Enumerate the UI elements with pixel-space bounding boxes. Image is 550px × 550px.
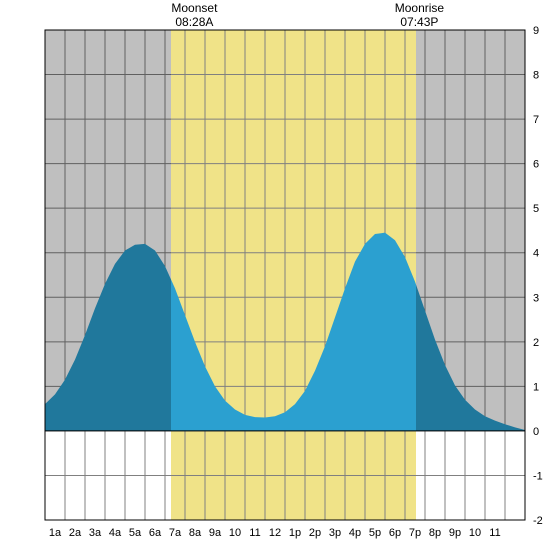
x-tick-label: 9p: [449, 527, 461, 539]
tide-chart: -2-101234567891a2a3a4a5a6a7a8a9a1011121p…: [0, 0, 550, 550]
x-tick-label: 3a: [89, 527, 102, 539]
night-shade: [45, 30, 171, 431]
y-tick-label: -1: [533, 470, 543, 482]
y-tick-label: 0: [533, 426, 539, 438]
y-tick-label: 7: [533, 114, 539, 126]
x-tick-label: 11: [249, 527, 260, 539]
y-tick-label: 8: [533, 70, 539, 82]
x-tick-label: 3p: [329, 527, 341, 539]
x-tick-label: 5a: [129, 527, 142, 539]
x-tick-label: 1a: [49, 527, 62, 539]
x-tick-label: 8p: [429, 527, 441, 539]
x-tick-label: 8a: [189, 527, 202, 539]
x-tick-label: 7a: [169, 527, 182, 539]
x-tick-label: 11: [489, 527, 500, 539]
x-tick-label: 6p: [389, 527, 401, 539]
night-shade: [416, 30, 525, 431]
x-tick-label: 5p: [369, 527, 381, 539]
annotation-time: 07:43P: [400, 15, 438, 29]
y-tick-label: 5: [533, 203, 539, 215]
y-tick-label: -2: [533, 515, 543, 527]
x-tick-label: 10: [469, 527, 481, 539]
y-tick-label: 1: [533, 381, 539, 393]
x-tick-label: 4a: [109, 527, 122, 539]
x-tick-label: 6a: [149, 527, 162, 539]
x-tick-label: 9a: [209, 527, 222, 539]
annotation-title: Moonrise: [395, 1, 445, 15]
annotation-time: 08:28A: [175, 15, 213, 29]
y-tick-label: 6: [533, 159, 539, 171]
x-tick-label: 2p: [309, 527, 321, 539]
y-tick-label: 4: [533, 248, 539, 260]
annotation-title: Moonset: [171, 1, 218, 15]
y-tick-label: 9: [533, 25, 539, 37]
x-tick-label: 7p: [409, 527, 421, 539]
y-tick-label: 2: [533, 337, 539, 349]
y-tick-label: 3: [533, 292, 539, 304]
x-tick-label: 10: [229, 527, 241, 539]
x-tick-label: 4p: [349, 527, 361, 539]
x-tick-label: 2a: [69, 527, 82, 539]
x-tick-label: 1p: [289, 527, 301, 539]
x-tick-label: 12: [269, 527, 281, 539]
